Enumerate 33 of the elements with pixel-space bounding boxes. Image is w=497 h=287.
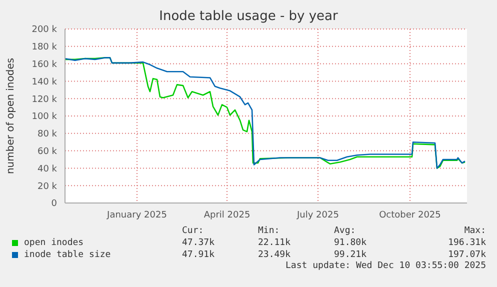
- y-tick-label: 0: [51, 199, 58, 210]
- legend-label: inode table size: [23, 250, 112, 260]
- y-tick-label: 40 k: [37, 164, 58, 174]
- y-tick-label: 160 k: [32, 60, 58, 70]
- x-tick-label: April 2025: [204, 210, 250, 220]
- text: 23.49k: [258, 250, 292, 260]
- text: 22.11k: [258, 238, 292, 248]
- text: Cur:: [182, 226, 205, 237]
- y-axis-title: number of open inodes: [6, 58, 17, 174]
- text: Last update: Wed Dec 10 03:55:00 2025: [284, 261, 486, 271]
- text: 47.91k: [182, 250, 216, 260]
- text: 91.80k: [334, 238, 368, 248]
- x-tick-label: January 2025: [106, 210, 167, 220]
- text: Max:: [463, 226, 486, 237]
- y-tick-label: 20 k: [37, 182, 58, 192]
- y-tick-label: 100 k: [32, 112, 58, 122]
- x-tick-label: July 2025: [296, 210, 339, 220]
- y-tick-label: 180 k: [32, 42, 58, 53]
- text: 99.21k: [334, 250, 368, 260]
- line-series: [65, 57, 466, 169]
- text: 197.07k: [447, 250, 486, 260]
- text: 47.37k: [182, 238, 216, 248]
- y-tick-label: 60 k: [37, 146, 58, 157]
- y-tick-label: 80 k: [37, 130, 58, 140]
- y-tick-label: 120 k: [32, 94, 58, 105]
- text: 196.31k: [447, 238, 486, 248]
- legend-label: open inodes: [23, 238, 85, 248]
- chart-title: Inode table usage - by year: [158, 9, 339, 24]
- text: Avg:: [334, 226, 357, 237]
- y-tick-label: 140 k: [32, 77, 58, 88]
- y-tick-label: 200 k: [32, 25, 58, 36]
- text: Min:: [258, 226, 281, 237]
- x-tick-label: October 2025: [379, 210, 441, 220]
